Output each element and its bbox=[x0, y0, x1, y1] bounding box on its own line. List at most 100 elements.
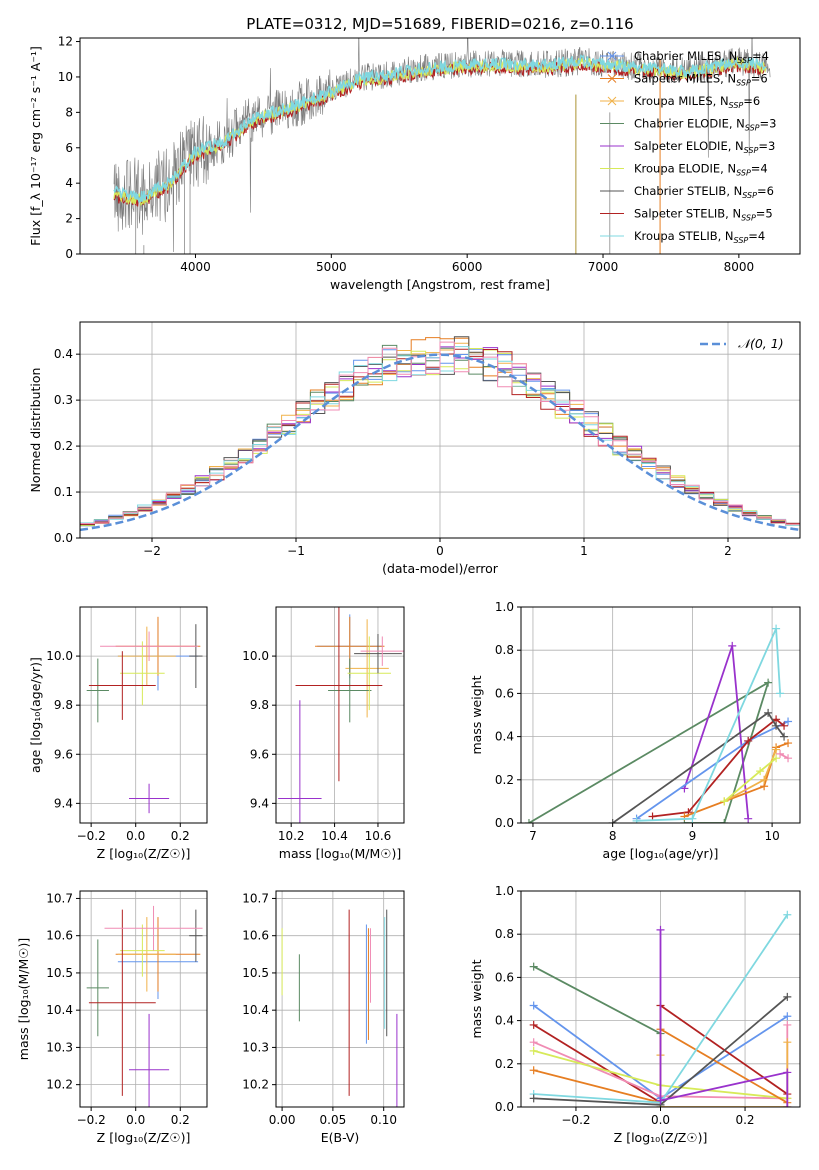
legend-spectrum: Chabrier MILES, NSSP=4 Salpeter MILES, NS… bbox=[600, 49, 776, 245]
legend-label: Kroupa ELODIE, NSSP=4 bbox=[634, 162, 768, 178]
legend-marker bbox=[607, 51, 617, 61]
data-line-salpeter_elodie bbox=[659, 929, 789, 1107]
x-tick-label: −0.2 bbox=[77, 829, 106, 843]
data-point-kroupa_stelib bbox=[688, 814, 697, 823]
y-tick-label: 10.2 bbox=[46, 1078, 73, 1092]
data-point-chabrier_stelib bbox=[529, 1094, 538, 1103]
x-axis-label: age [log₁₀(age/yr)] bbox=[603, 846, 719, 861]
axes-frame bbox=[275, 606, 405, 824]
y-tick-label: 0.2 bbox=[495, 1057, 514, 1071]
y-tick-label: 0.4 bbox=[495, 1014, 514, 1028]
x-tick-label: 2 bbox=[724, 544, 732, 558]
data-point-salpeter_stelib bbox=[648, 812, 657, 821]
x-tick-label: 0.2 bbox=[171, 829, 190, 843]
y-tick-label: 10 bbox=[58, 70, 73, 84]
x-tick-label: 0.10 bbox=[370, 1113, 397, 1127]
legend-label: Chabrier ELODIE, NSSP=3 bbox=[634, 117, 776, 133]
data-point-salpeter_elodie bbox=[656, 1096, 665, 1105]
y-tick-label: 0.0 bbox=[495, 816, 514, 830]
legend-label: Kroupa MILES, NSSP=6 bbox=[634, 94, 760, 110]
y-tick-label: 0.4 bbox=[54, 347, 73, 361]
x-tick-label: 0.0 bbox=[126, 1113, 145, 1127]
axes-mass_vs_z: −0.2 0.0 0.2 10.2 10.3 10.4 10.5 10.6 10.7 Z [log… bbox=[16, 890, 208, 1145]
plot-area-mass_vs_ebv bbox=[281, 909, 398, 1107]
data-point-chabrier_miles bbox=[529, 1001, 538, 1010]
y-tick-label: 0 bbox=[65, 247, 73, 261]
x-tick-label: 0.0 bbox=[126, 829, 145, 843]
data-point-kroupa_miles bbox=[783, 1038, 792, 1047]
y-axis-label: Flux [f_λ 10⁻¹⁷ erg cm⁻² s⁻¹ A⁻¹] bbox=[28, 46, 43, 246]
y-tick-label: 0.6 bbox=[495, 686, 514, 700]
y-tick-label: 6 bbox=[65, 141, 73, 155]
axes-weight_vs_age: 7 8 9 10 0.0 0.2 0.4 0.6 0.8 1.0 age [log₁₀(age/yr… bbox=[469, 600, 801, 861]
y-axis-label: age [log₁₀(age/yr)] bbox=[28, 657, 43, 773]
legend-label: Chabrier STELIB, NSSP=6 bbox=[634, 184, 774, 200]
legend-label: 𝒩(0, 1) bbox=[738, 336, 784, 351]
y-tick-label: 10.7 bbox=[46, 891, 73, 905]
y-tick-label: 0.0 bbox=[54, 531, 73, 545]
y-tick-label: 10.5 bbox=[242, 966, 269, 980]
axes-frame bbox=[79, 37, 801, 255]
y-axis-label: Normed distribution bbox=[28, 368, 43, 493]
data-point-salpeter_elodie bbox=[656, 925, 665, 934]
data-point-chabrier_stelib bbox=[783, 992, 792, 1001]
x-tick-label: 0 bbox=[436, 544, 444, 558]
legend-label: Salpeter MILES, NSSP=6 bbox=[634, 72, 768, 88]
legend-marker bbox=[607, 74, 617, 83]
x-tick-label: 0.2 bbox=[171, 1113, 190, 1127]
x-axis-label: Z [log₁₀(Z/Z☉)] bbox=[97, 1130, 191, 1145]
y-tick-label: 0.2 bbox=[495, 773, 514, 787]
data-model-kroupa_stelib bbox=[113, 53, 767, 203]
y-tick-label: 0.2 bbox=[54, 439, 73, 453]
axes-frame bbox=[520, 606, 801, 824]
x-tick-label: 0.0 bbox=[651, 1113, 670, 1127]
data-line-pink bbox=[779, 753, 789, 759]
data-line-chabrier_stelib bbox=[612, 711, 785, 823]
data-point-kroupa_stelib bbox=[776, 689, 785, 698]
data-point-chabrier_miles bbox=[784, 717, 793, 726]
data-point-salpeter_elodie bbox=[744, 814, 753, 823]
data-point-kroupa_miles bbox=[772, 745, 781, 754]
data-point-salpeter_stelib bbox=[780, 721, 789, 730]
data-point-salpeter_elodie bbox=[783, 1103, 792, 1107]
axes-residuals: 𝒩(0, 1) −2 −1 0 1 2 0.0 0.1 0.2 0.3 0.4 (data-model… bbox=[28, 321, 801, 576]
y-axis-label: mass [log₁₀(M/M☉)] bbox=[16, 938, 31, 1060]
legend-label: Kroupa STELIB, NSSP=4 bbox=[634, 229, 765, 245]
x-axis-label: Z [log₁₀(Z/Z☉)] bbox=[614, 1130, 708, 1145]
x-tick-label: 10 bbox=[764, 829, 779, 843]
y-tick-label: 0.1 bbox=[54, 485, 73, 499]
data-normal-curve bbox=[80, 353, 800, 532]
data-point-salpeter_elodie bbox=[728, 641, 737, 650]
y-tick-label: 9.4 bbox=[54, 796, 73, 810]
x-tick-label: 6000 bbox=[452, 260, 483, 274]
x-tick-label: 8 bbox=[609, 829, 617, 843]
axes-age_vs_z: −0.2 0.0 0.2 9.4 9.6 9.8 10.0 Z [log₁₀(Z/Z☉)] ag… bbox=[28, 606, 208, 861]
data-point-kroupa_stelib bbox=[632, 816, 641, 823]
y-tick-label: 10.2 bbox=[242, 1078, 269, 1092]
data-point-pink bbox=[776, 749, 785, 758]
x-tick-label: 1 bbox=[580, 544, 588, 558]
x-axis-label: E(B-V) bbox=[321, 1130, 360, 1145]
y-tick-label: 1.0 bbox=[495, 884, 514, 898]
x-tick-label: −0.2 bbox=[77, 1113, 106, 1127]
data-point-chabrier_elodie bbox=[529, 962, 538, 971]
x-tick-label: −1 bbox=[287, 544, 305, 558]
y-tick-label: 0.0 bbox=[495, 1100, 514, 1114]
y-tick-label: 10.4 bbox=[46, 1003, 73, 1017]
data-point-chabrier_stelib bbox=[764, 708, 773, 717]
x-tick-label: 0.05 bbox=[320, 1113, 347, 1127]
y-tick-label: 4 bbox=[65, 176, 73, 190]
y-tick-label: 9.6 bbox=[54, 747, 73, 761]
data-point-chabrier_stelib bbox=[780, 732, 789, 741]
x-axis-label: Z [log₁₀(Z/Z☉)] bbox=[97, 846, 191, 861]
x-axis-label: wavelength [Angstrom, rest frame] bbox=[330, 277, 550, 292]
axes-frame bbox=[275, 890, 405, 1108]
y-tick-label: 9.4 bbox=[250, 796, 269, 810]
y-tick-label: 10.7 bbox=[242, 891, 269, 905]
y-tick-label: 10.4 bbox=[242, 1003, 269, 1017]
plot-area-age_vs_z bbox=[86, 616, 203, 814]
plot-area-weight_vs_z bbox=[529, 910, 792, 1107]
axes-mass_vs_ebv: 0.00 0.05 0.10 10.2 10.3 10.4 10.5 10.6 10.7 E(B-… bbox=[242, 890, 405, 1145]
data-point-kroupa_miles bbox=[760, 775, 769, 784]
data-point-salpeter_elodie bbox=[783, 1068, 792, 1077]
